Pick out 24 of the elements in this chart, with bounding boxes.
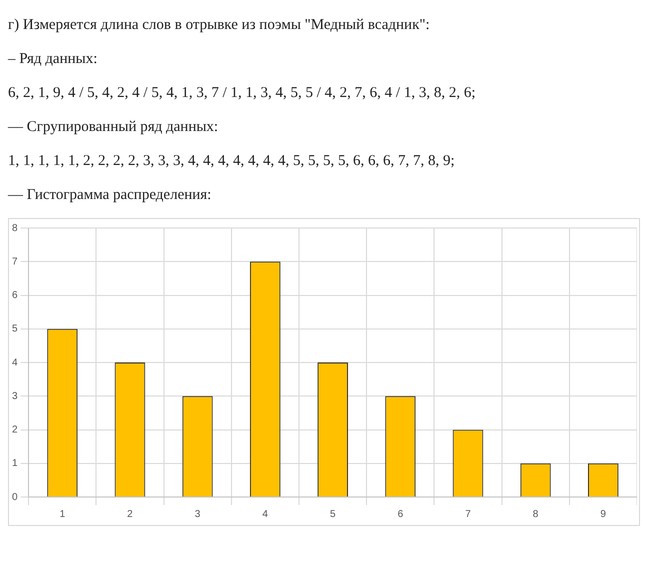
y-tick-label: 0: [12, 492, 18, 503]
y-tick-label: 8: [12, 222, 18, 234]
y-tick-label: 4: [12, 357, 18, 368]
x-tick-label: 6: [398, 508, 404, 520]
x-tick-label: 5: [330, 508, 336, 520]
text: – Ряд данных:: [8, 50, 98, 69]
x-tick-label: 4: [262, 508, 268, 520]
text: 6, 2, 1, 9, 4 / 5, 4, 2, 4 / 5, 4, 1, 3, 7 / 1, 1, 3, 4, 5, 5 / 4, 2, 7, 6, 4 / 1, 3, 8, 2, 6;: [8, 84, 477, 103]
y-tick-label: 2: [12, 424, 18, 436]
x-tick-label: 1: [60, 508, 66, 520]
x-tick-label: 2: [127, 508, 134, 520]
x-tick-label: 9: [600, 508, 606, 520]
y-tick-label: 6: [12, 290, 18, 301]
x-tick-label: 3: [194, 508, 201, 520]
y-tick-label: 7: [12, 256, 18, 268]
text: — Гистограмма распределения:: [8, 186, 212, 205]
y-tick-label: 5: [12, 324, 18, 335]
y-tick-label: 1: [12, 458, 18, 470]
x-tick-label: 7: [465, 508, 472, 520]
x-tick-label: 8: [532, 508, 539, 520]
text: 1, 1, 1, 1, 1, 2, 2, 2, 2, 3, 3, 3, 4, 4, 4, 4, 4, 4, 4, 5, 5, 5, 5, 6, 6, 6, 7, 7, 8, 9;: [8, 152, 456, 171]
y-tick-label: 3: [12, 390, 18, 402]
chart-title: г) Измеряется длина слов в отрывке из поэмы "Медный всадник":: [8, 16, 431, 35]
text: — Сгрупированный ряд данных:: [8, 118, 220, 137]
